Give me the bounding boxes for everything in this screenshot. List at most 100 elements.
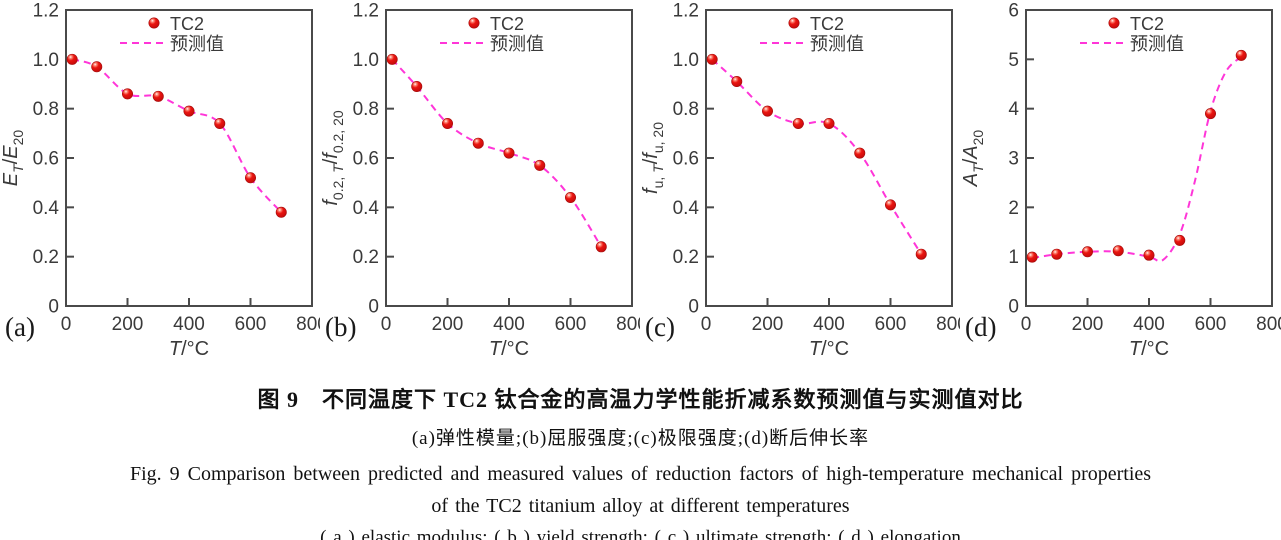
y-tick-label: 6 (1008, 1, 1019, 22)
data-point-marker (792, 117, 804, 129)
x-axis-label: T/°C (169, 338, 209, 360)
data-point-marker (503, 147, 515, 159)
y-tick-label: 0.2 (673, 247, 699, 268)
data-point-marker (1112, 245, 1124, 257)
chart-b-plot: 0 200 400 600 800 0 0.2 0.4 0.6 0.8 1.0 1.2 T/°C f0.2… (320, 1, 648, 361)
data-point-marker (152, 90, 164, 102)
data-point-marker (214, 117, 226, 129)
y-tick-label: 0.6 (673, 149, 699, 170)
data-point-marker (66, 53, 78, 65)
y-tick-label: 1.2 (33, 1, 59, 22)
data-point-marker (245, 172, 257, 184)
data-point-marker (411, 80, 423, 92)
y-tick-label: 1.0 (353, 50, 379, 71)
x-tick-label: 400 (173, 314, 205, 335)
prediction-line (1031, 56, 1242, 263)
y-tick-label: 1.2 (353, 1, 379, 22)
legend-marker-label: TC2 (170, 14, 204, 34)
y-tick-label: 1.2 (673, 1, 699, 22)
x-tick-label: 800 (296, 314, 320, 335)
x-tick-label: 600 (555, 314, 587, 335)
legend-line-label: 预测值 (810, 34, 864, 54)
data-point-marker (706, 53, 718, 65)
caption-en-line2: of the TC2 titanium alloy at different t… (431, 495, 850, 517)
y-tick-label: 0 (48, 297, 59, 318)
panel-label-a: (a) (5, 312, 35, 342)
data-point-marker (885, 199, 897, 211)
y-tick-label: 0.6 (33, 149, 59, 170)
data-point-marker (823, 117, 835, 129)
x-tick-label: 600 (1195, 314, 1227, 335)
data-point-marker (854, 147, 866, 159)
x-tick-label: 600 (875, 314, 907, 335)
x-tick-label: 0 (381, 314, 392, 335)
x-tick-label: 0 (701, 314, 712, 335)
y-tick-label: 0 (1008, 297, 1019, 318)
data-point-marker (1235, 49, 1247, 61)
x-axis-label: T/°C (1129, 338, 1169, 360)
x-tick-label: 200 (112, 314, 144, 335)
chart-panel-c: 0 200 400 600 800 0 0.2 0.4 0.6 0.8 1.0 1.2 T/°C fu, … (640, 0, 968, 362)
data-point-marker (1026, 251, 1038, 263)
prediction-line (711, 58, 923, 255)
charts-row: 020040060080000.20.40.60.81.01.2T/°CET/E… (0, 0, 1281, 362)
x-axis-label: T/°C (809, 338, 849, 360)
legend-marker-label: TC2 (1130, 14, 1164, 34)
data-point-marker (1174, 234, 1186, 246)
y-tick-label: 0.6 (353, 149, 379, 170)
y-tick-label: 0.2 (353, 247, 379, 268)
x-tick-label: 400 (813, 314, 845, 335)
x-tick-label: 0 (1021, 314, 1032, 335)
x-tick-label: 200 (432, 314, 464, 335)
y-axis-label: AT/A20 (960, 130, 986, 188)
y-tick-label: 0.4 (673, 198, 700, 219)
panel-label-b: (b) (325, 312, 357, 342)
y-tick-label: 4 (1008, 99, 1019, 120)
chart-panel-b: 0 200 400 600 800 0 0.2 0.4 0.6 0.8 1.0 1.2 T/°C f0.2… (320, 0, 648, 362)
y-tick-label: 0.4 (33, 198, 60, 219)
legend-marker-label: TC2 (490, 14, 524, 34)
axis-box (705, 9, 953, 307)
data-point-marker (1082, 246, 1094, 258)
axis-box (1025, 9, 1273, 307)
data-point-marker (442, 117, 454, 129)
data-point-marker (1143, 249, 1155, 261)
y-tick-label: 5 (1008, 50, 1019, 71)
y-axis-label: fu, T/fu, 20 (640, 122, 666, 194)
y-tick-label: 1.0 (33, 50, 59, 71)
data-point-marker (472, 137, 484, 149)
y-axis-label: f0.2, T/f0.2, 20 (320, 110, 346, 206)
data-point-marker (386, 53, 398, 65)
x-tick-label: 600 (235, 314, 267, 335)
y-tick-label: 3 (1008, 149, 1019, 170)
data-point-marker (595, 241, 607, 253)
legend-marker-label: TC2 (810, 14, 844, 34)
data-point-marker (1205, 108, 1217, 120)
data-point-marker (915, 248, 927, 260)
legend-marker-icon (788, 17, 800, 29)
prediction-line (71, 58, 282, 213)
x-tick-label: 200 (752, 314, 784, 335)
data-point-marker (762, 105, 774, 117)
legend-line-label: 预测值 (1130, 34, 1184, 54)
data-point-marker (565, 191, 577, 203)
x-tick-label: 0 (61, 314, 72, 335)
y-tick-label: 1 (1008, 247, 1019, 268)
legend-marker-icon (1108, 17, 1120, 29)
legend-marker-icon (468, 17, 480, 29)
panel-label-d: (d) (965, 312, 997, 342)
x-axis-label: T/°C (489, 338, 529, 360)
data-point-marker (1051, 248, 1063, 260)
y-tick-label: 0.2 (33, 247, 59, 268)
data-point-marker (91, 61, 103, 73)
chart-c-plot: 0 200 400 600 800 0 0.2 0.4 0.6 0.8 1.0 1.2 T/°C fu, … (640, 1, 968, 361)
x-tick-label: 800 (616, 314, 640, 335)
y-tick-label: 0.8 (673, 99, 699, 120)
y-tick-label: 0 (368, 297, 379, 318)
x-tick-label: 400 (1133, 314, 1165, 335)
figure-caption-block: 图 9 不同温度下 TC2 钛合金的高温力学性能折减系数预测值与实测值对比 (a… (0, 368, 1281, 540)
x-tick-label: 800 (936, 314, 960, 335)
y-axis-label: ET/E20 (0, 130, 26, 187)
